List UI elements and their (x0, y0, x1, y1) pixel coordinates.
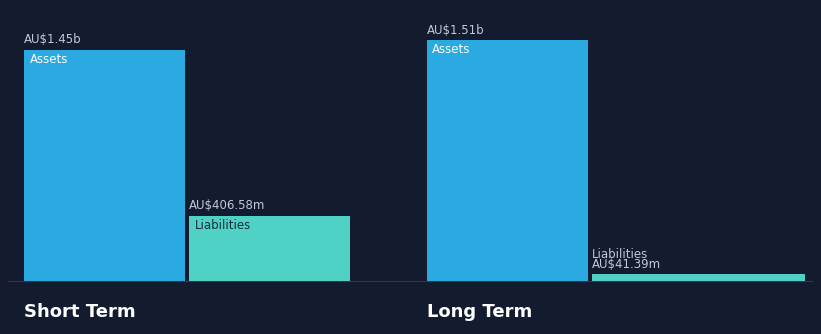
Text: Assets: Assets (432, 43, 470, 56)
Text: AU$1.51b: AU$1.51b (427, 24, 484, 37)
Bar (591, 274, 805, 281)
Text: AU$1.45b: AU$1.45b (25, 33, 82, 46)
Bar (189, 216, 351, 281)
Text: Liabilities: Liabilities (591, 248, 648, 261)
Text: Long Term: Long Term (427, 303, 532, 321)
Text: AU$406.58m: AU$406.58m (189, 199, 266, 212)
Text: Liabilities: Liabilities (195, 219, 251, 232)
Text: Assets: Assets (30, 53, 68, 66)
Bar (427, 40, 588, 281)
Bar (25, 50, 186, 281)
Text: AU$41.39m: AU$41.39m (591, 258, 661, 271)
Text: Short Term: Short Term (25, 303, 136, 321)
